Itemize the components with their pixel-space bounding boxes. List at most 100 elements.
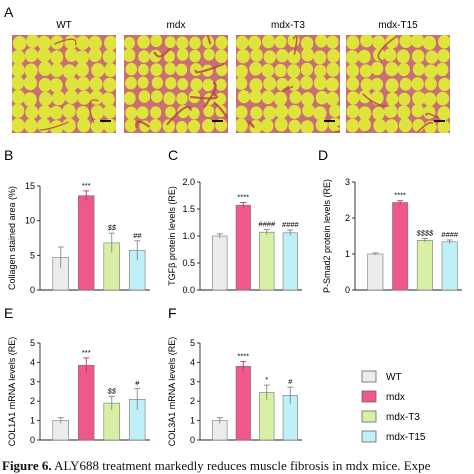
significance-label: *** xyxy=(82,181,91,190)
muscle-fiber xyxy=(65,77,79,91)
significance-label: #### xyxy=(441,230,459,239)
legend: WT mdx mdx-T3 mdx-T15 xyxy=(361,370,426,443)
y-tick-label: 5 xyxy=(30,250,35,260)
collagen-streak xyxy=(135,120,151,129)
muscle-fiber xyxy=(372,106,385,120)
muscle-fiber xyxy=(385,78,399,93)
muscle-fiber xyxy=(346,63,360,78)
collagen-streak xyxy=(89,99,99,124)
y-axis-label: COL3A1 mRNA levels (RE) xyxy=(167,337,177,447)
muscle-fiber xyxy=(138,50,150,63)
muscle-fiber xyxy=(151,90,163,103)
muscle-fiber xyxy=(357,49,371,64)
significance-label: $$ xyxy=(107,223,117,232)
collagen-streak xyxy=(292,35,298,55)
scale-bar xyxy=(100,120,111,122)
muscle-fiber xyxy=(12,36,27,51)
muscle-fiber xyxy=(274,63,287,78)
muscle-fiber xyxy=(385,62,399,77)
muscle-fiber xyxy=(358,117,371,132)
muscle-fiber xyxy=(326,91,339,106)
muscle-fiber xyxy=(125,76,137,90)
muscle-fiber xyxy=(24,48,38,63)
muscle-fiber xyxy=(236,49,250,64)
muscle-fiber xyxy=(437,120,450,133)
muscle-fiber xyxy=(176,36,189,50)
collagen-streak xyxy=(415,121,434,133)
y-tick-label: 4 xyxy=(30,357,35,367)
muscle-fiber xyxy=(372,35,386,50)
muscle-fiber xyxy=(287,35,300,48)
muscle-fiber xyxy=(90,105,105,120)
muscle-fiber xyxy=(190,78,203,92)
panel-letter-d: D xyxy=(318,147,328,163)
y-axis-label: COL1A1 mRNA levels (RE) xyxy=(7,337,17,447)
legend-swatch-wt xyxy=(361,370,377,383)
chart-tgfb: 0.0 0.5 1.0 1.5 2.0 TGFβ protein levels (RE) *… xyxy=(167,177,302,295)
y-tick-label: 5 xyxy=(190,338,195,348)
muscle-fiber xyxy=(301,36,314,50)
muscle-fiber xyxy=(412,91,426,106)
muscle-fiber xyxy=(273,91,287,106)
micrograph-label-mdx-t3: mdx-T3 xyxy=(271,20,305,31)
y-tick-label: 15 xyxy=(25,181,35,191)
muscle-fiber xyxy=(410,35,425,48)
muscle-fiber xyxy=(176,121,188,133)
collagen-streak xyxy=(39,121,69,131)
muscle-fiber xyxy=(23,92,37,107)
muscle-fiber xyxy=(422,35,436,51)
muscle-fiber xyxy=(399,35,413,48)
muscle-fiber xyxy=(370,61,384,76)
collagen-streak xyxy=(365,131,368,133)
significance-label: **** xyxy=(394,191,406,200)
muscle-fiber xyxy=(370,77,384,92)
micrograph-label-mdx-t15: mdx-T15 xyxy=(378,20,418,31)
panel-letter-e: E xyxy=(4,305,13,321)
muscle-fiber xyxy=(397,62,410,77)
muscle-fiber xyxy=(62,104,76,119)
panel-letter-f: F xyxy=(168,305,177,321)
collagen-streak xyxy=(206,35,212,45)
muscle-fiber xyxy=(328,117,340,132)
muscle-fiber xyxy=(301,47,314,62)
muscle-fiber xyxy=(215,35,228,50)
muscle-fiber xyxy=(165,106,176,118)
muscle-fiber xyxy=(260,118,274,133)
muscle-fiber xyxy=(399,77,412,91)
y-tick-label: 3 xyxy=(30,377,35,387)
y-tick-label: 1 xyxy=(30,416,35,426)
muscle-fiber xyxy=(436,62,449,77)
muscle-fiber xyxy=(346,118,359,133)
muscle-fiber xyxy=(250,106,263,120)
muscle-fiber xyxy=(412,62,425,76)
muscle-fiber xyxy=(75,50,89,65)
muscle-fiber xyxy=(424,64,438,79)
collagen-streak xyxy=(334,125,340,133)
muscle-fiber xyxy=(124,91,136,105)
y-tick-label: 2 xyxy=(190,396,195,406)
bar-mdx xyxy=(392,202,409,291)
muscle-fiber xyxy=(89,90,104,105)
muscle-fiber xyxy=(189,36,201,50)
muscle-fiber xyxy=(104,35,116,51)
collagen-streak xyxy=(194,62,225,74)
collagen-streak xyxy=(54,38,77,46)
muscle-fiber xyxy=(137,35,150,49)
y-tick-label: 2.0 xyxy=(182,177,195,187)
muscle-fiber xyxy=(91,62,105,78)
muscle-fiber xyxy=(300,120,314,133)
muscle-fiber xyxy=(358,106,372,121)
muscle-fiber xyxy=(12,62,25,78)
muscle-fiber xyxy=(50,50,64,65)
muscle-fiber xyxy=(315,90,329,105)
muscle-fiber xyxy=(65,48,78,62)
muscle-fiber xyxy=(412,118,425,133)
muscle-fiber xyxy=(300,62,314,77)
muscle-fiber xyxy=(347,91,360,105)
y-tick-label: 5 xyxy=(30,338,35,348)
muscle-fiber xyxy=(150,106,162,119)
y-tick-label: 10 xyxy=(25,216,35,226)
muscle-fiber xyxy=(187,119,201,133)
micrograph-label-wt: WT xyxy=(56,20,72,31)
